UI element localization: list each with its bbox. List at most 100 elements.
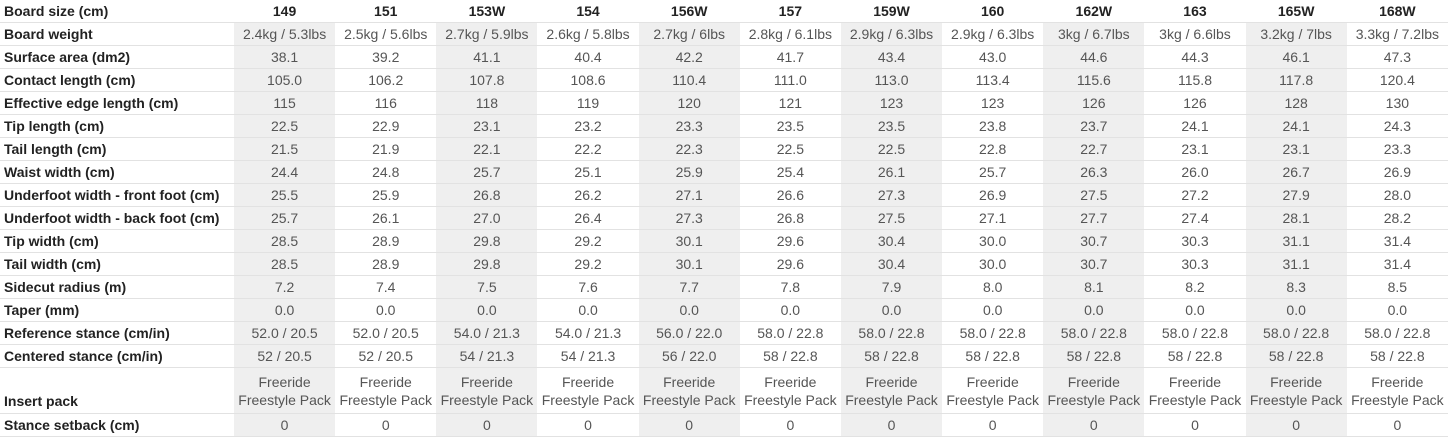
spec-value: 24.4	[234, 160, 336, 184]
spec-value: 46.1	[1245, 45, 1347, 69]
spec-value: 26.0	[1144, 160, 1246, 184]
spec-value: 27.5	[840, 206, 943, 230]
spec-value: 0.0	[234, 298, 336, 322]
spec-value: 0.0	[942, 298, 1044, 322]
row-label: Tail length (cm)	[0, 137, 234, 161]
spec-value: 26.9	[942, 183, 1044, 207]
spec-value: 0	[638, 413, 740, 437]
spec-value: Freeride Freestyle Pack	[1245, 367, 1347, 414]
spec-value: 0	[1043, 413, 1145, 437]
size-header: 154	[537, 0, 639, 23]
row-label: Reference stance (cm/in)	[0, 321, 234, 345]
spec-value: 58.0 / 22.8	[1043, 321, 1145, 345]
spec-row: Centered stance (cm/in) 52 / 20.5 52 / 20.…	[0, 344, 1448, 368]
row-label: Tip width (cm)	[0, 229, 234, 253]
spec-value: 39.2	[335, 45, 437, 69]
row-label: Insert pack	[0, 367, 234, 414]
spec-value: 22.3	[638, 137, 740, 161]
spec-value: Freeride Freestyle Pack	[638, 367, 740, 414]
spec-value: 54 / 21.3	[436, 344, 538, 368]
size-header: 162W	[1043, 0, 1145, 23]
spec-value: 7.6	[537, 275, 639, 299]
spec-row: Tip width (cm) 28.5 28.9 29.8 29.2 30.1 29.6 30…	[0, 229, 1448, 253]
row-label: Board weight	[0, 22, 234, 46]
spec-value: 27.3	[840, 183, 943, 207]
spec-value: 115	[234, 91, 336, 115]
spec-value: 128	[1245, 91, 1347, 115]
spec-value: 29.8	[436, 252, 538, 276]
spec-value: 23.3	[638, 114, 740, 138]
spec-value: 22.5	[234, 114, 336, 138]
spec-value: 23.1	[1245, 137, 1347, 161]
size-header: 151	[335, 0, 437, 23]
spec-value: 25.7	[942, 160, 1044, 184]
spec-value: 2.4kg / 5.3lbs	[234, 22, 336, 46]
spec-value: 29.6	[739, 252, 841, 276]
spec-value: Freeride Freestyle Pack	[335, 367, 437, 414]
spec-value: Freeride Freestyle Pack	[739, 367, 841, 414]
spec-value: 0.0	[638, 298, 740, 322]
spec-value: 0	[942, 413, 1044, 437]
spec-value: 27.1	[638, 183, 740, 207]
spec-value: 58 / 22.8	[1346, 344, 1448, 368]
size-header: 165W	[1245, 0, 1347, 23]
spec-value: Freeride Freestyle Pack	[1346, 367, 1448, 414]
spec-row: Waist width (cm) 24.4 24.8 25.7 25.1 25.9 25.4…	[0, 160, 1448, 184]
spec-value: 0	[537, 413, 639, 437]
spec-value: 27.5	[1043, 183, 1145, 207]
spec-value: 27.0	[436, 206, 538, 230]
spec-row: Surface area (dm2) 38.1 39.2 41.1 40.4 42.2 41…	[0, 45, 1448, 69]
spec-value: 22.9	[335, 114, 437, 138]
spec-value: 52 / 20.5	[234, 344, 336, 368]
spec-value: 106.2	[335, 68, 437, 92]
spec-value: 110.4	[638, 68, 740, 92]
spec-row: Tail width (cm) 28.5 28.9 29.8 29.2 30.1 29.6 3…	[0, 252, 1448, 276]
spec-value: 121	[739, 91, 841, 115]
spec-value: 0.0	[436, 298, 538, 322]
spec-value: 25.5	[234, 183, 336, 207]
spec-value: 26.6	[739, 183, 841, 207]
spec-row: Stance setback (cm) 0 0 0 0 0 0 0 0 0 0 0 0	[0, 413, 1448, 437]
spec-value: 8.5	[1346, 275, 1448, 299]
spec-value: 25.9	[335, 183, 437, 207]
spec-value: 23.8	[942, 114, 1044, 138]
spec-value: 0.0	[1245, 298, 1347, 322]
spec-value: Freeride Freestyle Pack	[942, 367, 1044, 414]
spec-value: 120	[638, 91, 740, 115]
spec-value: 27.7	[1043, 206, 1145, 230]
spec-value: 8.0	[942, 275, 1044, 299]
spec-value: 0	[1346, 413, 1448, 437]
size-header: 168W	[1346, 0, 1448, 23]
spec-value: 30.3	[1144, 252, 1246, 276]
spec-value: 28.1	[1245, 206, 1347, 230]
spec-value: 120.4	[1346, 68, 1448, 92]
spec-value: 24.8	[335, 160, 437, 184]
spec-value: 8.2	[1144, 275, 1246, 299]
spec-value: 0.0	[537, 298, 639, 322]
spec-value: 2.7kg / 6lbs	[638, 22, 740, 46]
size-header: 157	[739, 0, 841, 23]
spec-value: 23.5	[739, 114, 841, 138]
spec-value: 30.1	[638, 252, 740, 276]
size-header: 149	[234, 0, 336, 23]
spec-value: 0	[1245, 413, 1347, 437]
spec-row: Taper (mm) 0.0 0.0 0.0 0.0 0.0 0.0 0.0 0.0 0.0 0.0…	[0, 298, 1448, 322]
spec-value: 2.7kg / 5.9lbs	[436, 22, 538, 46]
spec-value: 23.5	[840, 114, 943, 138]
spec-value: 27.2	[1144, 183, 1246, 207]
row-label: Stance setback (cm)	[0, 413, 234, 437]
spec-row: Tail length (cm) 21.5 21.9 22.1 22.2 22.3 22.5…	[0, 137, 1448, 161]
spec-value: 0.0	[335, 298, 437, 322]
spec-value: 26.2	[537, 183, 639, 207]
spec-value: 27.9	[1245, 183, 1347, 207]
spec-value: Freeride Freestyle Pack	[436, 367, 538, 414]
header-row: Board size (cm) 149 151 153W 154 156W 157 159W…	[0, 0, 1448, 23]
spec-value: 58.0 / 22.8	[1346, 321, 1448, 345]
spec-value: 28.5	[234, 252, 336, 276]
spec-value: 3kg / 6.6lbs	[1144, 22, 1246, 46]
spec-value: 25.1	[537, 160, 639, 184]
spec-value: 2.5kg / 5.6lbs	[335, 22, 437, 46]
spec-value: 58.0 / 22.8	[840, 321, 943, 345]
spec-value: 26.8	[739, 206, 841, 230]
